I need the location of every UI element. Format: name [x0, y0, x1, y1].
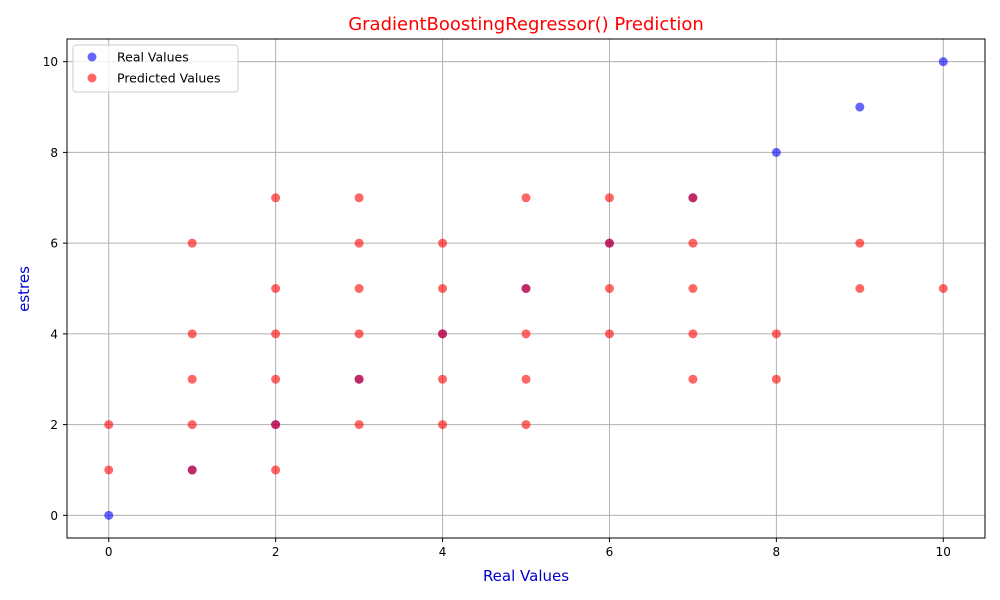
x-tick-label: 8 [773, 545, 781, 559]
predicted-value-point [354, 420, 364, 430]
x-tick-label: 2 [272, 545, 280, 559]
legend: Real Values Predicted Values [72, 44, 239, 93]
predicted-value-point [271, 284, 281, 293]
y-tick-label: 4 [50, 327, 58, 341]
real-value-point [771, 147, 781, 157]
predicted-value-point [688, 238, 698, 248]
data-points [104, 57, 948, 520]
predicted-value-point [521, 193, 531, 203]
legend-marker-predicted [87, 73, 97, 83]
predicted-value-point [855, 238, 865, 248]
x-tick-label: 4 [439, 545, 447, 559]
predicted-value-point [187, 329, 197, 339]
legend-label-predicted: Predicted Values [117, 71, 221, 86]
predicted-value-point [855, 284, 865, 293]
x-tick-label: 10 [936, 545, 951, 559]
predicted-value-point [187, 420, 197, 430]
real-value-point [104, 510, 114, 520]
predicted-value-point [187, 465, 197, 475]
predicted-value-point [604, 238, 614, 248]
predicted-value-point [688, 374, 698, 384]
legend-box [72, 44, 239, 93]
predicted-value-point [521, 329, 531, 339]
predicted-value-point [604, 284, 614, 293]
x-tick-label: 0 [105, 545, 113, 559]
predicted-value-point [521, 420, 531, 430]
chart-title: GradientBoostingRegressor() Prediction [348, 14, 704, 35]
predicted-value-point [354, 193, 364, 203]
predicted-value-point [271, 374, 281, 384]
predicted-value-point [771, 329, 781, 339]
predicted-value-point [438, 284, 448, 293]
y-axis-title: estres [15, 266, 33, 312]
real-value-point [938, 57, 948, 67]
x-axis-title: Real Values [483, 567, 569, 585]
axis-ticks: 0 2 4 6 8 10 0 2 4 6 8 10 [43, 55, 951, 559]
real-value-point [855, 102, 865, 112]
y-tick-label: 2 [50, 418, 58, 432]
predicted-value-point [104, 420, 114, 430]
predicted-value-point [688, 284, 698, 293]
x-tick-label: 6 [606, 545, 614, 559]
predicted-value-point [187, 374, 197, 384]
predicted-value-point [271, 193, 281, 203]
predicted-value-point [604, 329, 614, 339]
predicted-value-point [271, 420, 281, 430]
predicted-value-point [438, 238, 448, 248]
predicted-value-point [271, 465, 281, 475]
y-tick-label: 8 [50, 146, 58, 160]
predicted-value-point [354, 374, 364, 384]
legend-marker-real [87, 52, 97, 62]
predicted-value-point [938, 284, 948, 293]
predicted-value-point [354, 238, 364, 248]
predicted-value-point [438, 374, 448, 384]
predicted-value-point [104, 465, 114, 475]
predicted-value-point [187, 238, 197, 248]
predicted-value-point [354, 329, 364, 339]
y-tick-label: 10 [43, 55, 58, 69]
y-tick-label: 6 [50, 237, 58, 251]
predicted-value-point [688, 329, 698, 339]
predicted-value-point [438, 329, 448, 339]
predicted-value-point [521, 284, 531, 293]
predicted-value-point [688, 193, 698, 203]
legend-label-real: Real Values [117, 50, 189, 65]
predicted-value-point [354, 284, 364, 293]
predicted-value-point [271, 329, 281, 339]
predicted-value-point [604, 193, 614, 203]
predicted-value-point [438, 420, 448, 430]
y-tick-label: 0 [50, 509, 58, 523]
predicted-value-point [771, 374, 781, 384]
predicted-value-point [521, 374, 531, 384]
axes-frame [66, 38, 986, 539]
